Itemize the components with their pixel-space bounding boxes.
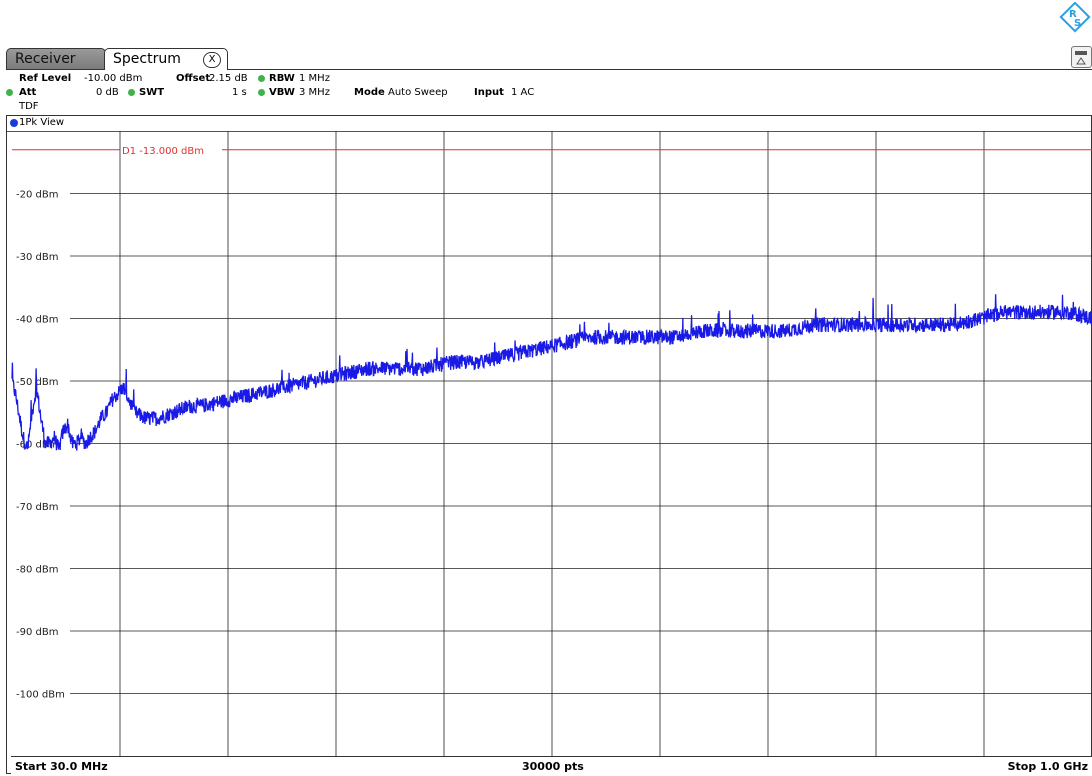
tab-receiver-label: Receiver [15,51,76,67]
ref-level-value: -10.00 dBm [84,73,143,84]
tab-spectrum-label: Spectrum [113,51,181,67]
att-label: Att [19,87,37,98]
rbw-label: RBW [269,73,295,84]
y-tick-label: -100 dBm [16,690,65,701]
view-label: 1Pk View [19,117,65,128]
y-tick-label: -30 dBm [16,252,58,263]
offset-label: Offset [176,73,211,84]
y-tick-label: -90 dBm [16,627,58,638]
spectrum-trace [11,294,1092,451]
rohde-schwarz-logo-icon: R S [1059,2,1091,33]
side-toolbar-button[interactable] [1071,46,1092,68]
input-label: Input [474,87,504,98]
att-indicator-led [6,89,13,96]
tab-divider [6,69,1092,70]
mode-label: Mode [354,87,385,98]
plot-footer: Start 30.0 MHz 30000 pts Stop 1.0 GHz [11,756,1092,775]
y-tick-label: -50 dBm [16,377,58,388]
stop-frequency: Stop 1.0 GHz [1007,760,1088,773]
svg-text:S: S [1074,18,1081,29]
ref-level-label: Ref Level [19,73,72,84]
vbw-value: 3 MHz [299,87,330,98]
view-bar: 1Pk View [7,116,1091,132]
vbw-indicator-led [258,89,265,96]
offset-value: 2.15 dB [209,73,248,84]
vbw-label: VBW [269,87,295,98]
trace-indicator-icon [10,119,18,127]
mode-value: Auto Sweep [388,87,448,98]
rbw-value: 1 MHz [299,73,330,84]
tdf-label: TDF [19,101,39,112]
tab-spectrum[interactable]: Spectrum X [104,48,228,70]
swt-value: 1 s [232,87,247,98]
sweep-points: 30000 pts [522,760,584,773]
y-tick-label: -40 dBm [16,315,58,326]
display-config-icon [1075,51,1087,65]
rbw-indicator-led [258,75,265,82]
limit-line-label: D1 -13.000 dBm [122,146,204,157]
close-tab-icon[interactable]: X [203,52,221,68]
y-tick-label: -60 dBm [16,440,58,451]
settings-panel: Ref Level -10.00 dBm Offset 2.15 dB RBW … [6,70,1092,116]
svg-text:R: R [1069,9,1077,20]
start-frequency: Start 30.0 MHz [15,760,108,773]
tab-strip: Receiver Spectrum X [0,44,1070,70]
swt-indicator-led [128,89,135,96]
swt-label: SWT [139,87,165,98]
y-tick-label: -20 dBm [16,190,58,201]
input-value: 1 AC [511,87,535,98]
att-value: 0 dB [96,87,119,98]
y-tick-label: -70 dBm [16,502,58,513]
y-tick-label: -80 dBm [16,565,58,576]
